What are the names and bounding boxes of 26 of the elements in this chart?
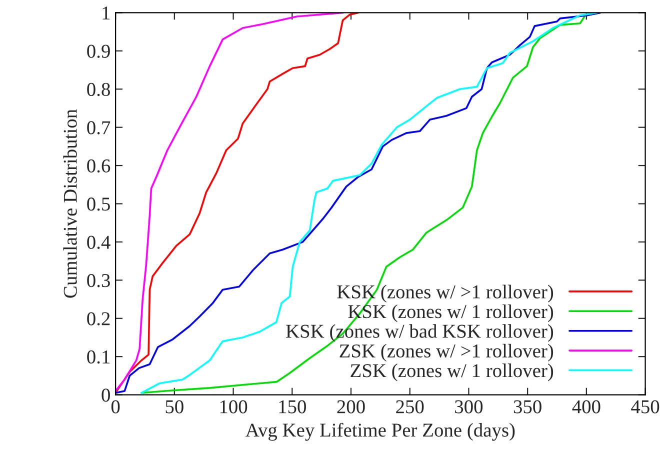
x-tick-label: 300 [455, 400, 483, 414]
y-tick-label: 0.7 [87, 121, 110, 134]
y-tick-label: 1 [102, 6, 110, 20]
x-tick-label: 0 [111, 400, 120, 414]
x-tick-label: 450 [631, 400, 660, 414]
x-tick-label: 150 [279, 400, 306, 414]
x-tick-label: 350 [514, 400, 542, 414]
y-tick-label: 0.8 [87, 82, 110, 96]
legend-label: KSK (zones w/ >1 rollover) [337, 284, 554, 302]
y-axis-title: Cumulative Distribution [63, 109, 77, 298]
y-tick-label: 0.2 [87, 312, 110, 326]
x-axis-title: Avg Key Lifetime Per Zone (days) [246, 422, 515, 441]
legend-label: ZSK (zones w/ 1 rollover) [350, 364, 554, 382]
y-tick-label: 0.4 [87, 236, 110, 249]
y-tick-label: 0.5 [87, 198, 110, 211]
y-tick-label: 0 [102, 388, 110, 402]
x-tick-label: 400 [572, 400, 600, 414]
y-tick-label: 0.3 [87, 274, 110, 288]
x-tick-label: 100 [220, 400, 248, 414]
y-tick-label: 0.1 [87, 350, 110, 364]
legend-label: ZSK (zones w/ >1 rollover) [340, 344, 554, 362]
x-tick-label: 250 [396, 400, 424, 414]
x-tick-label: 200 [337, 400, 365, 414]
x-tick-label: 50 [166, 400, 184, 414]
y-tick-label: 0.9 [87, 44, 110, 58]
y-tick-label: 0.6 [87, 159, 110, 173]
